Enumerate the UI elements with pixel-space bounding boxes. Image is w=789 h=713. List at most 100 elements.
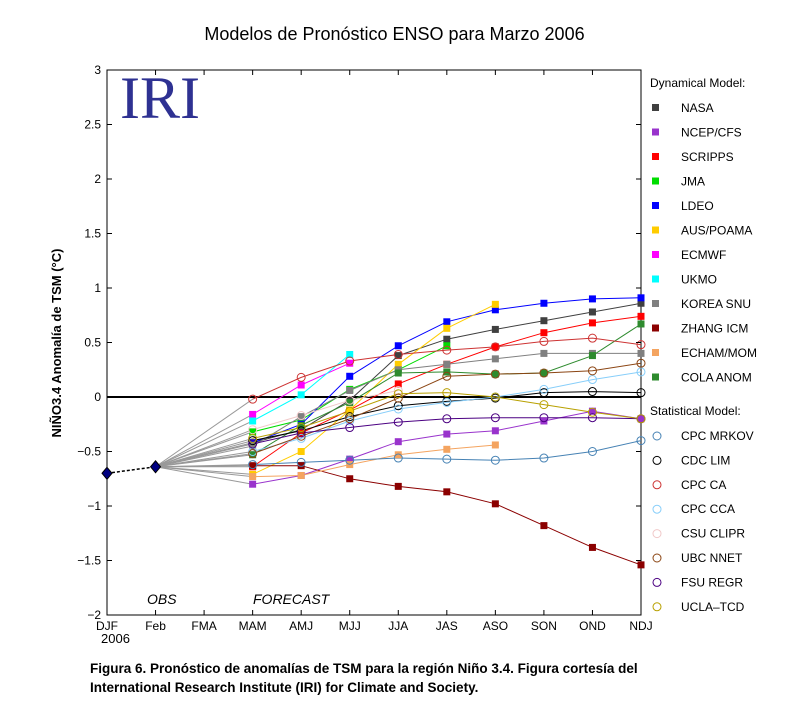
legend-dynamical-title: Dynamical Model: — [650, 76, 745, 90]
data-point — [297, 462, 305, 470]
x-tick-label: DJF — [96, 619, 118, 633]
data-point — [587, 387, 597, 397]
data-point — [491, 355, 499, 363]
data-point — [393, 393, 403, 403]
fan-line — [155, 413, 253, 468]
legend-marker — [652, 602, 662, 612]
data-point — [249, 417, 257, 425]
data-point — [296, 431, 306, 441]
legend-marker — [652, 504, 662, 514]
observed-line — [106, 466, 156, 475]
data-point — [636, 367, 646, 377]
legend-marker — [652, 480, 662, 490]
data-point — [394, 342, 402, 350]
data-point — [296, 411, 306, 421]
data-point — [539, 413, 549, 423]
legend-label: CDC LIM — [681, 453, 730, 467]
data-point — [637, 294, 645, 302]
fan-line — [155, 420, 253, 468]
data-point — [491, 300, 499, 308]
legend-label: CPC CCA — [681, 502, 735, 516]
data-point — [540, 317, 548, 325]
data-point — [588, 308, 596, 316]
data-point — [297, 429, 305, 437]
data-point — [297, 421, 305, 429]
y-tick-label: 1.5 — [84, 227, 101, 241]
data-point — [637, 320, 645, 328]
data-point — [346, 359, 354, 367]
data-point — [345, 455, 355, 465]
x-tick-label: Feb — [145, 619, 166, 633]
data-point — [394, 482, 402, 490]
data-point — [539, 336, 549, 346]
series-line-fsu-regr — [252, 417, 642, 445]
data-point — [588, 543, 596, 551]
data-point — [296, 372, 306, 382]
data-point — [490, 413, 500, 423]
data-point — [443, 335, 451, 343]
data-point — [345, 356, 355, 366]
series-line-echam-mom — [252, 444, 496, 478]
data-point — [296, 423, 306, 433]
y-tick-label: −0.5 — [77, 445, 101, 459]
y-tick-label: −2 — [87, 608, 101, 622]
series-line-ucla-tcd — [252, 392, 642, 439]
series-line-ubc-nnet — [252, 362, 642, 455]
y-tick-label: 1 — [94, 281, 101, 295]
data-point — [443, 430, 451, 438]
legend-label: NCEP/CFS — [681, 126, 742, 140]
legend-marker — [652, 104, 659, 111]
data-point — [394, 369, 402, 377]
legend-label: CPC MRKOV — [681, 429, 754, 443]
data-point — [540, 522, 548, 530]
data-point — [394, 380, 402, 388]
data-point — [249, 410, 257, 418]
fan-line — [155, 437, 253, 468]
legend-marker — [652, 153, 659, 160]
x-tick-label: MJJ — [339, 619, 361, 633]
data-point — [587, 447, 597, 456]
series-line-aus-poama — [252, 303, 496, 475]
data-point — [346, 372, 354, 380]
data-point — [345, 406, 355, 416]
fan-line — [155, 466, 253, 478]
data-point — [393, 349, 403, 359]
legend-marker — [652, 553, 662, 563]
data-point — [345, 395, 355, 405]
legend-label: UKMO — [681, 273, 717, 287]
legend-marker — [652, 128, 659, 136]
series-markers — [101, 294, 646, 569]
data-point — [442, 454, 452, 464]
y-tick-label: 0 — [94, 390, 101, 404]
data-point — [346, 475, 354, 483]
data-point — [588, 319, 596, 327]
data-point — [491, 370, 499, 378]
forecast-label: FORECAST — [253, 591, 331, 607]
data-point — [587, 366, 597, 376]
data-point — [490, 392, 500, 402]
legend-marker — [652, 324, 659, 332]
data-point — [443, 318, 451, 326]
data-point — [539, 400, 549, 410]
legend-label: JMA — [681, 175, 705, 189]
data-point — [393, 404, 403, 414]
data-point — [393, 389, 403, 399]
legend-label: CSU CLIPR — [681, 527, 745, 541]
legend-marker — [652, 577, 662, 587]
data-point — [539, 388, 549, 398]
data-point — [345, 416, 355, 426]
data-point — [248, 439, 258, 449]
legend-label: KOREA SNU — [681, 297, 751, 311]
data-point — [248, 394, 258, 404]
caption-line-2: International Research Institute (IRI) f… — [90, 680, 479, 695]
legend-label: CPC CA — [681, 478, 726, 492]
data-point — [588, 352, 596, 360]
data-point — [540, 299, 548, 307]
data-point — [491, 306, 499, 314]
legend-label: UBC NNET — [681, 551, 743, 565]
data-point — [393, 417, 403, 427]
figure-caption: Figura 6. Pronóstico de anomalías de TSM… — [90, 659, 770, 697]
y-tick-label: 2.5 — [84, 118, 101, 132]
fan-line — [155, 398, 253, 468]
